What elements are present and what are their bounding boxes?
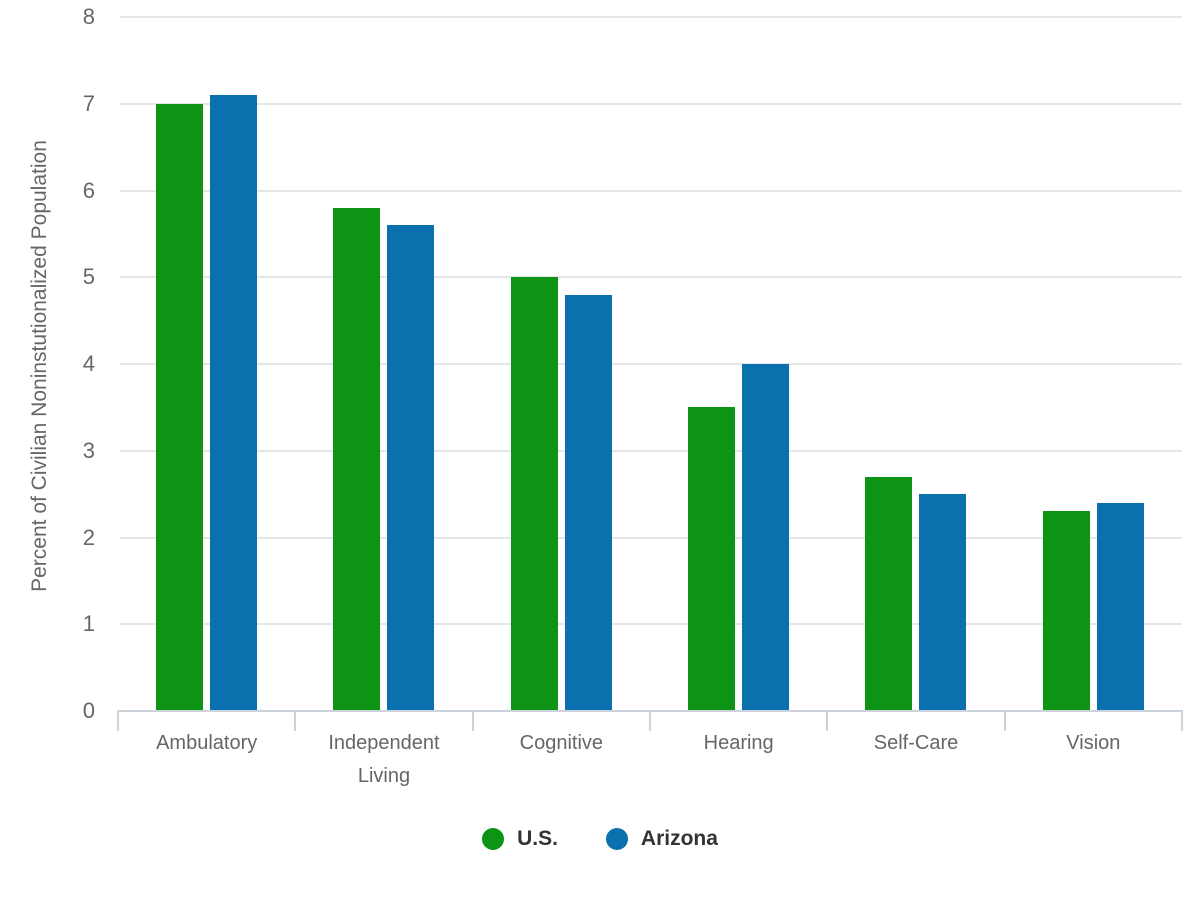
bar-u-s-self-care[interactable] (865, 476, 913, 711)
legend: U.S. Arizona (0, 827, 1200, 851)
x-axis-label-independent-living: Independent Living (328, 732, 440, 787)
gridline-8 (120, 16, 1182, 18)
x-axis-tick-6 (1181, 710, 1183, 731)
x-axis-label-self-care: Self-Care (873, 732, 959, 754)
y-axis-tick-label-5: 5 (82, 264, 95, 290)
category-slot-ambulatory (118, 17, 295, 711)
bar-u-s-cognitive[interactable] (510, 277, 558, 711)
gridline-5 (120, 276, 1182, 279)
bar-u-s-vision[interactable] (1042, 511, 1090, 711)
x-axis-tick-1 (294, 710, 297, 731)
legend-label-arizona: Arizona (640, 827, 718, 850)
y-axis-tick-label-3: 3 (82, 437, 95, 463)
x-axis-tick-3 (649, 710, 651, 731)
y-axis-tick-label-1: 1 (82, 611, 95, 637)
category-slot-self-care (827, 17, 1004, 711)
y-axis-tick-label-0: 0 (82, 698, 95, 723)
bar-arizona-self-care[interactable] (919, 494, 967, 711)
x-axis-tick-0 (117, 710, 119, 731)
x-axis-label-hearing: Hearing (703, 732, 774, 754)
y-axis-tick-label-2: 2 (82, 524, 95, 550)
gridline-4 (120, 363, 1182, 365)
x-axis-label-cognitive: Cognitive (519, 732, 604, 754)
gridline-3 (120, 449, 1182, 452)
bar-u-s-ambulatory[interactable] (156, 103, 204, 711)
gridline-2 (120, 536, 1182, 539)
bar-u-s-hearing[interactable] (688, 407, 736, 711)
x-axis-label-ambulatory: Ambulatory (156, 732, 258, 754)
category-slot-independent-living (295, 17, 472, 711)
bar-arizona-cognitive[interactable] (564, 294, 612, 711)
gridline-1 (120, 623, 1182, 626)
legend-marker-icon-u-s (482, 828, 505, 850)
bar-arizona-vision[interactable] (1096, 502, 1144, 711)
bar-arizona-independent-living[interactable] (387, 225, 435, 711)
legend-marker-icon-arizona (605, 828, 628, 850)
x-axis-label-vision: Vision (1066, 732, 1121, 754)
x-axis-tick-5 (1003, 710, 1006, 731)
bar-arizona-ambulatory[interactable] (210, 95, 258, 711)
category-slot-cognitive (473, 17, 650, 711)
x-axis-tick-2 (471, 710, 474, 731)
category-slot-hearing (650, 17, 827, 711)
y-axis-tick-label-8: 8 (82, 4, 95, 29)
y-axis-tick-label-7: 7 (82, 90, 95, 116)
bar-u-s-independent-living[interactable] (333, 207, 381, 711)
legend-item-u-s[interactable]: U.S. (482, 827, 558, 851)
y-axis-labels: 0 1 2 3 4 5 6 7 8 (0, 0, 95, 740)
plot-area (118, 16, 1182, 711)
bar-arizona-hearing[interactable] (742, 364, 790, 711)
gridline-7 (120, 102, 1182, 105)
y-axis-tick-label-4: 4 (82, 351, 95, 376)
gridline-6 (120, 189, 1182, 192)
category-slot-vision (1005, 17, 1182, 711)
legend-label-u-s: U.S. (517, 827, 558, 850)
x-axis-tick-4 (826, 710, 829, 731)
legend-item-arizona[interactable]: Arizona (605, 827, 718, 851)
y-axis-tick-label-6: 6 (82, 177, 95, 203)
